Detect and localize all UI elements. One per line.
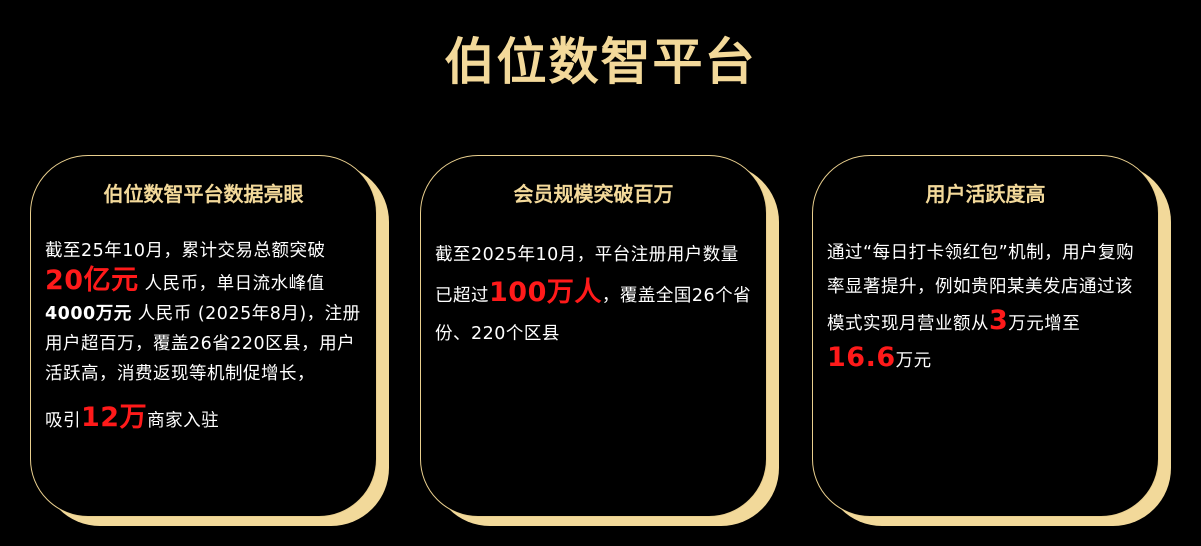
highlight-value: 16.6 (827, 342, 896, 373)
card-data-highlights: 伯位数智平台数据亮眼 截至25年10月，累计交易总额突破 20亿元 人民币，单日… (30, 155, 389, 526)
text: 人民币，单日流水峰值 (138, 274, 325, 294)
page-title: 伯位数智平台 (444, 33, 757, 91)
highlight-value: 3 (989, 305, 1009, 336)
text: ，覆盖全国26个省份、220个区县 (435, 286, 752, 344)
highlight-value: 100万人 (489, 277, 602, 308)
card-title: 伯位数智平台数据亮眼 (103, 182, 304, 206)
text: 万元 (895, 351, 932, 371)
text: 吸引 (45, 411, 81, 431)
card-box: 会员规模突破百万 截至2025年10月，平台注册用户数量已超过100万人，覆盖全… (420, 155, 767, 517)
bold-value: 4000万元 (45, 304, 132, 324)
text: 通过“每日打卡领红包”机制，用户复购率显著提升，例如贵阳某美发店通过该模式实现月… (827, 243, 1135, 334)
card-title: 会员规模突破百万 (513, 182, 674, 206)
highlight-value: 12万 (81, 402, 148, 433)
card-box: 用户活跃度高 通过“每日打卡领红包”机制，用户复购率显著提升，例如贵阳某美发店通… (812, 155, 1159, 517)
highlight-value: 20亿元 (45, 265, 139, 296)
text: 截至2025年10月，平台注册用户数量已超过 (435, 245, 739, 306)
text: 商家入驻 (147, 411, 220, 431)
card-body: 通过“每日打卡领红包”机制，用户复购率显著提升，例如贵阳某美发店通过该模式实现月… (827, 236, 1144, 378)
text: 人民币 (2025年8月)，注册用户超百万，覆盖26省220区县，用户活跃高，消… (45, 304, 361, 384)
text: 万元增至 (1008, 314, 1081, 334)
card-title: 用户活跃度高 (925, 182, 1046, 206)
card-box: 伯位数智平台数据亮眼 截至25年10月，累计交易总额突破 20亿元 人民币，单日… (30, 155, 377, 517)
card-members: 会员规模突破百万 截至2025年10月，平台注册用户数量已超过100万人，覆盖全… (420, 155, 779, 526)
text: 截至25年10月，累计交易总额突破 (45, 241, 326, 261)
card-activity: 用户活跃度高 通过“每日打卡领红包”机制，用户复购率显著提升，例如贵阳某美发店通… (812, 155, 1171, 526)
card-body: 截至25年10月，累计交易总额突破 20亿元 人民币，单日流水峰值4000万元 … (45, 236, 362, 436)
card-body: 截至2025年10月，平台注册用户数量已超过100万人，覆盖全国26个省份、22… (435, 236, 752, 353)
